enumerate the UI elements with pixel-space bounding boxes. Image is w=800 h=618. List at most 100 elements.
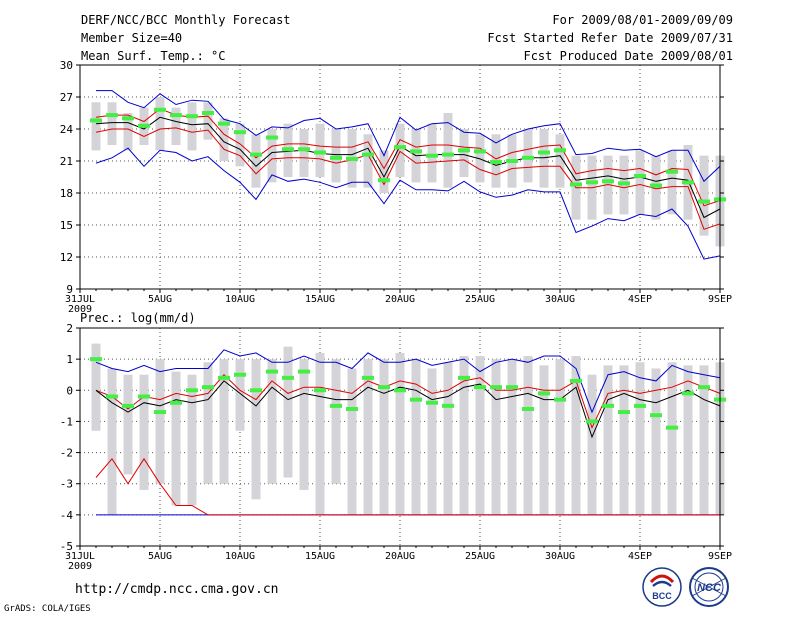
observation-marker <box>618 410 630 415</box>
x-tick-label: 20AUG <box>385 551 415 562</box>
ensemble-box <box>299 129 309 177</box>
observation-marker <box>138 394 150 399</box>
ensemble-box <box>315 123 325 177</box>
x-year-label: 2009 <box>68 304 92 315</box>
panel-title: Prec.: log(mm/d) <box>80 311 196 325</box>
ensemble-box <box>475 356 485 515</box>
website-url[interactable]: http://cmdp.ncc.cma.gov.cn <box>75 582 279 597</box>
ensemble-box <box>283 346 293 478</box>
ensemble-box <box>203 362 213 484</box>
ensemble-box <box>363 134 373 188</box>
upper-spread-line <box>95 108 721 207</box>
y-tick-label: -5 <box>60 540 73 553</box>
observation-marker <box>234 130 246 135</box>
observation-marker <box>154 107 166 112</box>
lower-spread-line <box>95 127 721 230</box>
observation-marker <box>586 180 598 185</box>
observation-marker <box>314 388 326 393</box>
observation-marker <box>106 113 118 118</box>
ensemble-box <box>699 155 709 236</box>
ensemble-box <box>699 365 709 515</box>
ensemble-box <box>395 123 405 177</box>
chart-title: DERF/NCC/BCC Monthly Forecast <box>81 13 291 27</box>
ncc-logo-text: NCC <box>697 582 722 594</box>
ensemble-box <box>395 352 405 515</box>
observation-marker <box>362 152 374 157</box>
y-tick-label: 27 <box>60 91 73 104</box>
observation-marker <box>314 150 326 155</box>
x-tick-label: 10AUG <box>225 551 255 562</box>
observation-marker <box>506 385 518 390</box>
y-tick-label: 18 <box>60 187 73 200</box>
x-tick-label: 15AUG <box>305 294 335 305</box>
x-tick-label: 31JUL <box>65 551 95 562</box>
ensemble-box <box>555 359 565 515</box>
ensemble-box <box>491 359 501 515</box>
observation-marker <box>506 159 518 163</box>
observation-marker <box>346 156 358 161</box>
grads-credit: GrADS: COLA/IGES <box>4 604 91 614</box>
observation-marker <box>170 400 182 405</box>
observation-marker <box>490 160 502 165</box>
ensemble-box <box>443 362 453 515</box>
x-tick-label: 25AUG <box>465 294 495 305</box>
observation-marker <box>426 400 438 405</box>
ensemble-box <box>139 374 149 490</box>
observation-marker <box>698 385 710 390</box>
observation-marker <box>90 118 102 123</box>
observation-marker <box>234 372 246 377</box>
ensemble-box <box>475 134 485 183</box>
y-tick-label: 12 <box>60 251 73 264</box>
ensemble-box <box>539 129 549 188</box>
y-tick-label: -1 <box>60 415 73 428</box>
observation-marker <box>218 121 230 126</box>
observation-marker <box>410 149 422 154</box>
y-tick-label: 9 <box>66 283 73 296</box>
observation-marker <box>122 116 134 121</box>
upper-spread-line <box>95 373 721 430</box>
y-tick-label: -4 <box>60 509 74 522</box>
forecast-period: For 2009/08/01-2009/09/09 <box>552 13 733 27</box>
plot-precipitation: -5 -4 -3 -2 -1 0 1 2 31JUL 5AUG 10AUG 15AUG 20AUG 25A… <box>60 311 732 572</box>
ensemble-box <box>619 365 629 515</box>
observation-marker <box>474 385 486 390</box>
member-size-label: Member Size=40 <box>81 31 183 45</box>
observation-marker <box>298 147 310 152</box>
observation-marker <box>634 403 646 408</box>
observation-marker <box>90 357 102 362</box>
bcc-logo-text: BCC <box>652 591 672 601</box>
ensemble-box <box>635 362 645 515</box>
observation-marker <box>586 419 598 424</box>
ensemble-box <box>427 123 437 183</box>
ensemble-box <box>427 368 437 515</box>
observation-marker <box>650 183 662 188</box>
plot-temperature: 9 12 15 18 21 24 27 30 31JUL 5AUG 10AUG 15AUG 20AUG 2… <box>60 59 732 315</box>
y-tick-label: -2 <box>60 447 73 460</box>
ensemble-box <box>171 107 181 145</box>
observation-marker <box>426 153 438 158</box>
ensemble-mean-line <box>95 116 721 219</box>
observation-marker <box>202 385 214 390</box>
observation-marker <box>266 135 278 140</box>
ensemble-box <box>667 362 677 515</box>
ensemble-box <box>651 155 661 220</box>
observation-marker <box>442 152 454 157</box>
ensemble-box <box>379 359 389 515</box>
observation-marker <box>154 410 166 415</box>
observation-marker <box>202 111 214 115</box>
observation-marker <box>666 425 678 430</box>
observation-marker <box>282 147 294 152</box>
ensemble-box <box>187 102 197 151</box>
ensemble-box <box>91 102 101 151</box>
observation-marker <box>250 152 262 157</box>
ensemble-box <box>91 343 101 431</box>
observation-marker <box>378 385 390 390</box>
x-tick-label: 31JUL <box>65 294 95 305</box>
ensemble-box <box>251 134 261 188</box>
observation-marker <box>266 369 278 374</box>
observation-marker <box>186 388 198 393</box>
y-tick-label: 24 <box>60 123 74 136</box>
ensemble-box <box>299 359 309 490</box>
observation-marker <box>394 145 406 150</box>
x-tick-label: 5AUG <box>148 551 172 562</box>
